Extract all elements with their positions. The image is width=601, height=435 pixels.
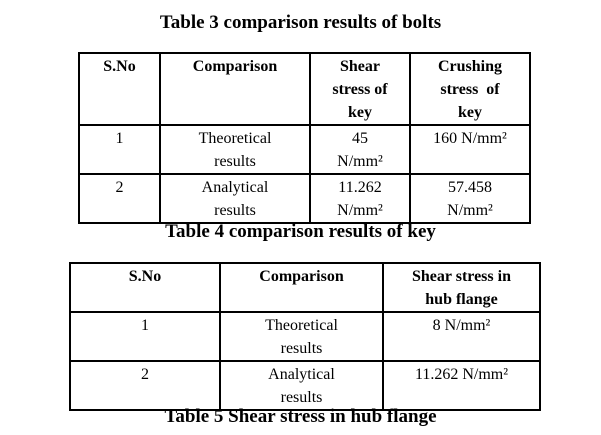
table-row: 1 Theoretical results 8 N/mm² [69,311,541,362]
table-row: 2 Analytical results 11.262 N/mm² [69,360,541,411]
cell-sno: 1 [69,311,221,362]
header-cell-shear: Shear stress of key [309,52,411,126]
header-cell-sno: S.No [78,52,161,126]
table-header-row: S.No Comparison Shear stress in hub flan… [69,262,541,313]
header-cell-comparison: Comparison [219,262,384,313]
comparison-table-bolts: S.No Comparison Shear stress of key Crus… [78,52,531,224]
cell-comparison: Theoretical results [159,124,311,175]
cell-shear-hub: 11.262 N/mm² [382,360,541,411]
cell-sno: 2 [69,360,221,411]
table3-title: Table 3 comparison results of bolts [159,12,442,33]
cell-shear-hub: 8 N/mm² [382,311,541,362]
table-row: 1 Theoretical results 45 N/mm² 160 N/mm² [78,124,531,175]
cell-shear: 45 N/mm² [309,124,411,175]
header-cell-shear-hub: Shear stress in hub flange [382,262,541,313]
cell-crushing: 160 N/mm² [409,124,531,175]
table-row: 2 Analytical results 11.262 N/mm² 57.458… [78,173,531,224]
cell-sno: 2 [78,173,161,224]
header-cell-comparison: Comparison [159,52,311,126]
table5-caption: Table 5 Shear stress in hub flange [164,406,437,427]
header-cell-sno: S.No [69,262,221,313]
cell-comparison: Theoretical results [219,311,384,362]
table4-caption: Table 4 comparison results of key [165,221,436,242]
cell-sno: 1 [78,124,161,175]
cell-crushing: 57.458 N/mm² [409,173,531,224]
cell-comparison: Analytical results [159,173,311,224]
table-header-row: S.No Comparison Shear stress of key Crus… [78,52,531,126]
cell-shear: 11.262 N/mm² [309,173,411,224]
comparison-table-hub-flange: S.No Comparison Shear stress in hub flan… [69,262,541,411]
cell-comparison: Analytical results [219,360,384,411]
header-cell-crushing: Crushing stress of key [409,52,531,126]
